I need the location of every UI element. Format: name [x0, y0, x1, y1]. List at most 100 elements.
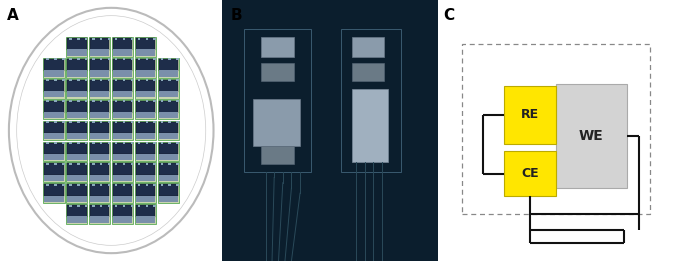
- Bar: [44, 143, 63, 154]
- Bar: [131, 205, 133, 207]
- Bar: [90, 101, 109, 112]
- Bar: [154, 142, 156, 144]
- Bar: [136, 70, 155, 76]
- Bar: [113, 184, 132, 196]
- Bar: [115, 163, 117, 165]
- Bar: [69, 142, 71, 144]
- Bar: [341, 29, 402, 172]
- Bar: [85, 184, 88, 186]
- Bar: [54, 121, 57, 123]
- Bar: [90, 80, 109, 92]
- Bar: [159, 70, 178, 76]
- Bar: [113, 112, 132, 118]
- Bar: [160, 142, 163, 144]
- Bar: [352, 63, 384, 81]
- Bar: [62, 100, 65, 102]
- Bar: [123, 79, 125, 81]
- Bar: [136, 175, 155, 181]
- Bar: [123, 184, 125, 186]
- Bar: [100, 38, 102, 39]
- Bar: [43, 58, 65, 78]
- Bar: [67, 154, 86, 160]
- Bar: [154, 100, 156, 102]
- Bar: [90, 59, 109, 71]
- Bar: [108, 58, 111, 60]
- Bar: [113, 59, 132, 71]
- Bar: [69, 100, 71, 102]
- Bar: [112, 121, 133, 140]
- Bar: [136, 59, 155, 71]
- Bar: [177, 163, 179, 165]
- Bar: [168, 58, 171, 60]
- Bar: [67, 163, 86, 175]
- Bar: [66, 37, 88, 57]
- Bar: [137, 142, 140, 144]
- Bar: [90, 175, 109, 181]
- Bar: [146, 38, 148, 39]
- Bar: [66, 183, 88, 203]
- Bar: [262, 146, 294, 164]
- Bar: [160, 79, 163, 81]
- Bar: [160, 121, 163, 123]
- Bar: [136, 122, 155, 133]
- Bar: [44, 80, 63, 92]
- Bar: [158, 58, 179, 78]
- Bar: [154, 121, 156, 123]
- Bar: [504, 86, 556, 144]
- Bar: [123, 100, 125, 102]
- Bar: [108, 205, 111, 207]
- Bar: [62, 184, 65, 186]
- Bar: [69, 121, 71, 123]
- Bar: [146, 58, 148, 60]
- Bar: [77, 184, 80, 186]
- Text: B: B: [231, 8, 243, 23]
- Text: WE: WE: [579, 129, 604, 143]
- Bar: [112, 141, 133, 161]
- Bar: [136, 133, 155, 139]
- Bar: [137, 58, 140, 60]
- Bar: [135, 162, 156, 182]
- Bar: [158, 121, 179, 140]
- Bar: [154, 163, 156, 165]
- Bar: [136, 196, 155, 202]
- Bar: [67, 143, 86, 154]
- Bar: [89, 141, 111, 161]
- Bar: [90, 163, 109, 175]
- Bar: [146, 121, 148, 123]
- Bar: [135, 183, 156, 203]
- Bar: [90, 70, 109, 76]
- Text: CE: CE: [521, 167, 539, 180]
- Bar: [159, 175, 178, 181]
- Bar: [43, 141, 65, 161]
- Bar: [66, 100, 88, 120]
- Bar: [100, 58, 102, 60]
- Bar: [90, 154, 109, 160]
- Bar: [89, 183, 111, 203]
- Bar: [85, 100, 88, 102]
- Bar: [92, 163, 94, 165]
- Bar: [67, 38, 86, 50]
- Bar: [89, 100, 111, 120]
- Bar: [44, 101, 63, 112]
- Bar: [46, 184, 49, 186]
- Bar: [159, 163, 178, 175]
- Bar: [85, 205, 88, 207]
- Bar: [131, 38, 133, 39]
- Bar: [177, 58, 179, 60]
- Bar: [168, 100, 171, 102]
- Bar: [159, 101, 178, 112]
- Bar: [100, 142, 102, 144]
- Text: RE: RE: [521, 108, 539, 121]
- Bar: [159, 91, 178, 98]
- Bar: [158, 100, 179, 120]
- Bar: [67, 59, 86, 71]
- Text: A: A: [7, 8, 18, 23]
- Bar: [168, 142, 171, 144]
- Bar: [131, 163, 133, 165]
- Bar: [168, 79, 171, 81]
- Bar: [62, 121, 65, 123]
- Bar: [115, 58, 117, 60]
- Bar: [135, 121, 156, 140]
- Bar: [69, 163, 71, 165]
- Bar: [113, 50, 132, 56]
